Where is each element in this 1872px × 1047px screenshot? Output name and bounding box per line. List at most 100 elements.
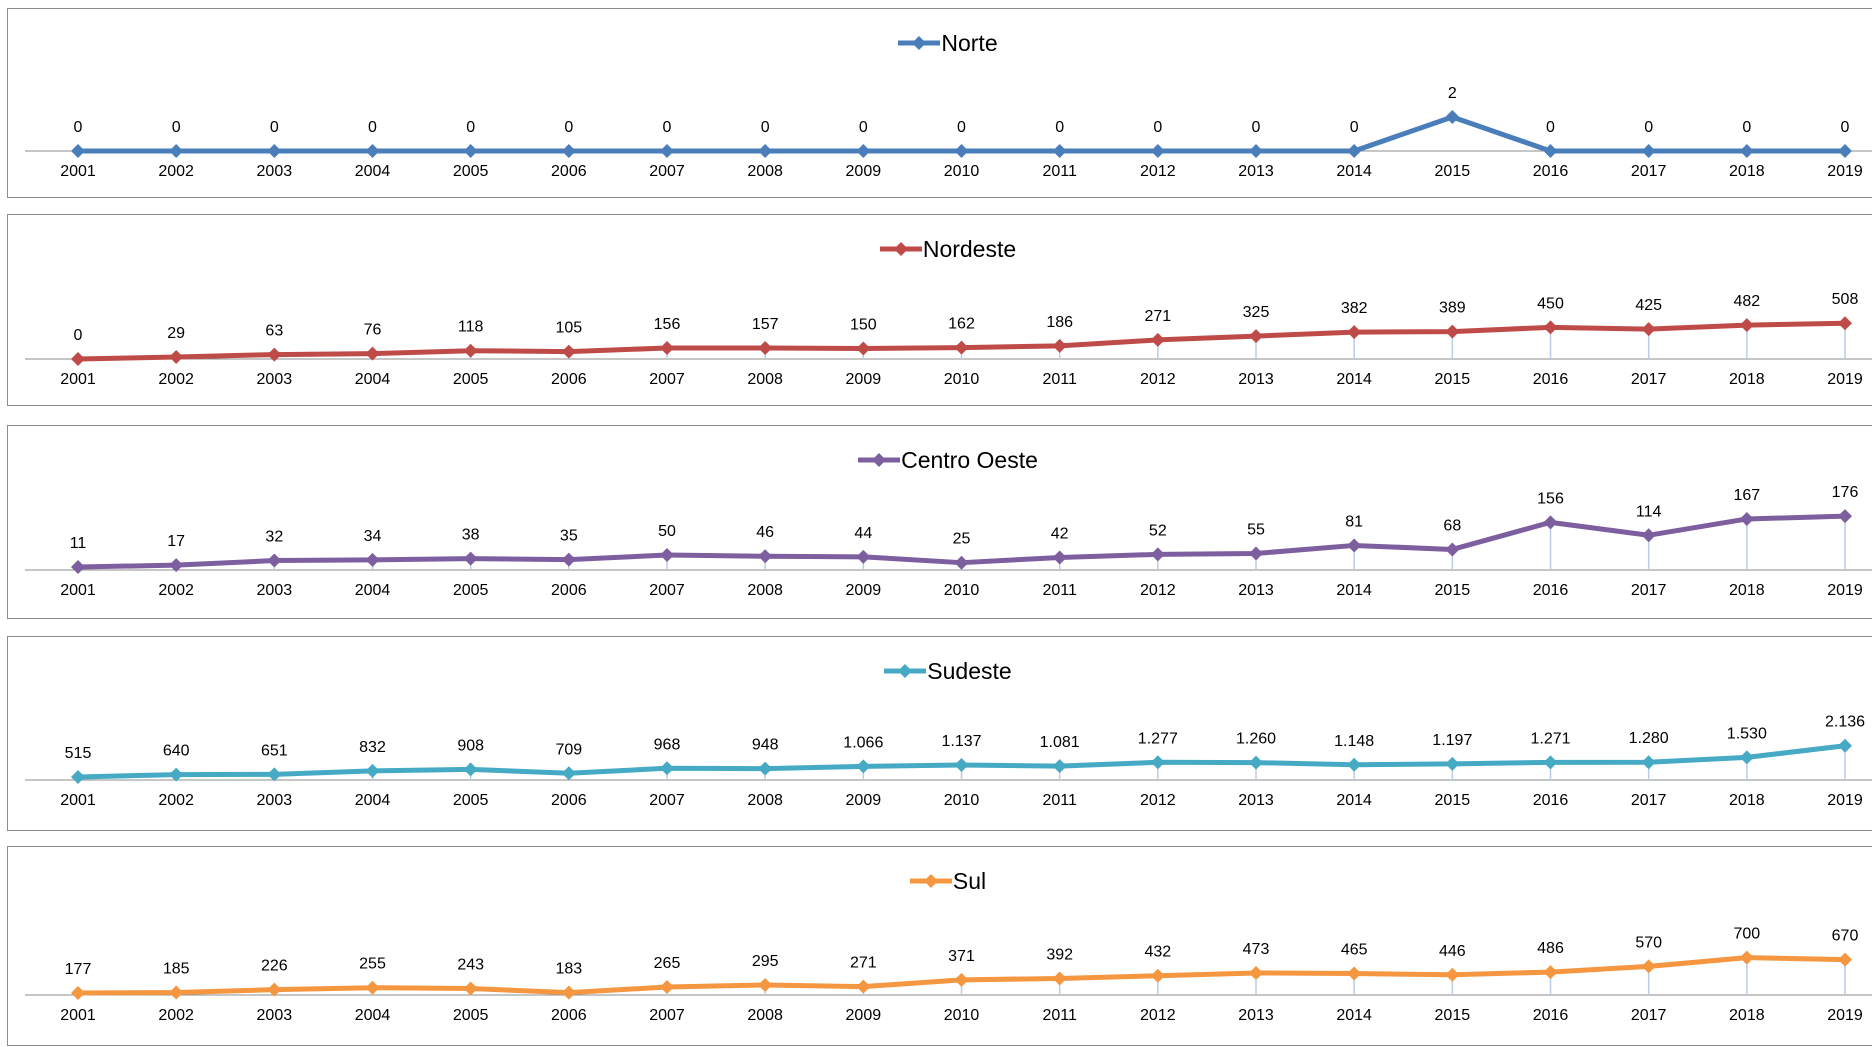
data-label: 185 bbox=[163, 960, 190, 977]
data-label: 157 bbox=[752, 316, 779, 333]
line-chart-sudeste: 515 2001 640 2002 651 2003 832 2004 908 2005 709 20… bbox=[25, 714, 1872, 809]
data-point-marker bbox=[1249, 329, 1263, 344]
x-tick-label: 2005 bbox=[453, 582, 489, 599]
x-tick-label: 2010 bbox=[944, 1007, 980, 1024]
data-label: 0 bbox=[74, 327, 83, 344]
data-point-marker bbox=[1249, 755, 1263, 770]
x-tick-label: 2017 bbox=[1631, 163, 1667, 180]
data-point-marker bbox=[1641, 959, 1656, 974]
data-point-marker bbox=[561, 552, 576, 567]
data-point-marker bbox=[365, 144, 380, 158]
data-label: 425 bbox=[1635, 297, 1662, 314]
x-tick-label: 2005 bbox=[453, 1007, 489, 1024]
x-tick-label: 2015 bbox=[1435, 1007, 1471, 1024]
data-point-marker bbox=[267, 982, 282, 997]
x-tick-label: 2003 bbox=[257, 371, 293, 388]
data-point-marker bbox=[1347, 538, 1362, 553]
data-point-marker bbox=[954, 757, 969, 772]
data-label: 68 bbox=[1443, 517, 1461, 534]
data-point-marker bbox=[1249, 965, 1263, 980]
data-point-marker bbox=[267, 767, 282, 782]
data-point-marker bbox=[1739, 511, 1754, 526]
data-point-marker bbox=[856, 979, 871, 994]
x-tick-label: 2016 bbox=[1533, 582, 1569, 599]
data-label: 948 bbox=[752, 737, 779, 754]
data-point-marker bbox=[561, 985, 576, 1000]
data-label: 295 bbox=[752, 953, 779, 970]
data-label: 265 bbox=[654, 955, 681, 972]
x-tick-label: 2019 bbox=[1827, 371, 1863, 388]
data-label: 0 bbox=[957, 119, 966, 136]
data-point-marker bbox=[561, 766, 576, 781]
x-tick-label: 2007 bbox=[649, 582, 685, 599]
legend: Nordeste bbox=[8, 231, 1872, 267]
data-label: 1.137 bbox=[941, 733, 981, 750]
x-tick-label: 2008 bbox=[747, 1007, 783, 1024]
data-point-marker bbox=[1445, 110, 1460, 124]
data-label: 271 bbox=[850, 955, 877, 972]
data-label: 0 bbox=[761, 119, 770, 136]
x-tick-label: 2017 bbox=[1631, 582, 1667, 599]
data-point-marker bbox=[71, 770, 85, 784]
x-tick-label: 2002 bbox=[158, 582, 194, 599]
x-tick-label: 2011 bbox=[1042, 371, 1077, 388]
data-label: 1.197 bbox=[1432, 732, 1472, 749]
data-label: 2 bbox=[1448, 85, 1457, 102]
data-label: 1.066 bbox=[843, 734, 883, 751]
data-label: 389 bbox=[1439, 300, 1466, 317]
data-point-marker bbox=[660, 547, 674, 562]
x-tick-label: 2002 bbox=[158, 792, 194, 809]
legend: Centro Oeste bbox=[8, 442, 1872, 478]
data-point-marker bbox=[169, 985, 184, 1000]
data-point-marker bbox=[1052, 144, 1067, 158]
x-tick-label: 2006 bbox=[551, 792, 587, 809]
data-label: 482 bbox=[1733, 293, 1760, 310]
data-point-marker bbox=[1543, 755, 1558, 770]
data-label: 382 bbox=[1341, 300, 1368, 317]
data-label: 162 bbox=[948, 316, 975, 333]
data-label: 0 bbox=[859, 119, 868, 136]
data-label: 0 bbox=[368, 119, 377, 136]
x-tick-label: 2014 bbox=[1336, 1007, 1372, 1024]
data-point-marker bbox=[1052, 550, 1067, 565]
legend-label: Sul bbox=[952, 868, 987, 894]
x-tick-label: 2014 bbox=[1336, 582, 1372, 599]
data-point-marker bbox=[463, 144, 478, 158]
data-label: 508 bbox=[1832, 291, 1859, 308]
x-tick-label: 2005 bbox=[453, 163, 489, 180]
data-point-marker bbox=[1347, 144, 1362, 158]
data-label: 1.148 bbox=[1334, 733, 1374, 750]
x-tick-label: 2010 bbox=[944, 582, 980, 599]
data-label: 243 bbox=[457, 957, 484, 974]
data-point-marker bbox=[1838, 738, 1852, 753]
data-point-marker bbox=[758, 144, 773, 158]
data-label: 0 bbox=[1546, 119, 1555, 136]
x-tick-label: 2005 bbox=[453, 371, 489, 388]
data-label: 670 bbox=[1832, 928, 1859, 945]
x-tick-label: 2001 bbox=[60, 582, 96, 599]
data-label: 1.081 bbox=[1040, 734, 1080, 751]
data-point-marker bbox=[1445, 967, 1460, 982]
x-tick-label: 2016 bbox=[1533, 371, 1569, 388]
data-point-marker bbox=[463, 343, 478, 358]
x-tick-label: 2018 bbox=[1729, 163, 1765, 180]
chart-panel-nordeste: Nordeste 0 2001 29 2002 63 2003 76 2004 118 2005 1… bbox=[7, 214, 1872, 406]
data-label: 118 bbox=[458, 319, 484, 336]
data-label: 76 bbox=[364, 322, 382, 339]
x-tick-label: 2001 bbox=[60, 163, 96, 180]
data-label: 0 bbox=[1742, 119, 1751, 136]
data-label: 709 bbox=[555, 741, 582, 758]
data-label: 2.136 bbox=[1825, 714, 1865, 731]
x-tick-label: 2003 bbox=[257, 163, 293, 180]
data-label: 156 bbox=[654, 316, 681, 333]
data-point-marker bbox=[1052, 759, 1067, 774]
x-tick-label: 2007 bbox=[649, 371, 685, 388]
data-label: 38 bbox=[462, 527, 480, 544]
data-point-marker bbox=[1150, 144, 1165, 158]
data-point-marker bbox=[365, 346, 380, 361]
data-label: 515 bbox=[65, 745, 92, 762]
data-point-marker bbox=[1838, 952, 1852, 967]
data-label: 325 bbox=[1243, 304, 1270, 321]
data-point-marker bbox=[1445, 324, 1460, 339]
x-tick-label: 2012 bbox=[1140, 163, 1176, 180]
